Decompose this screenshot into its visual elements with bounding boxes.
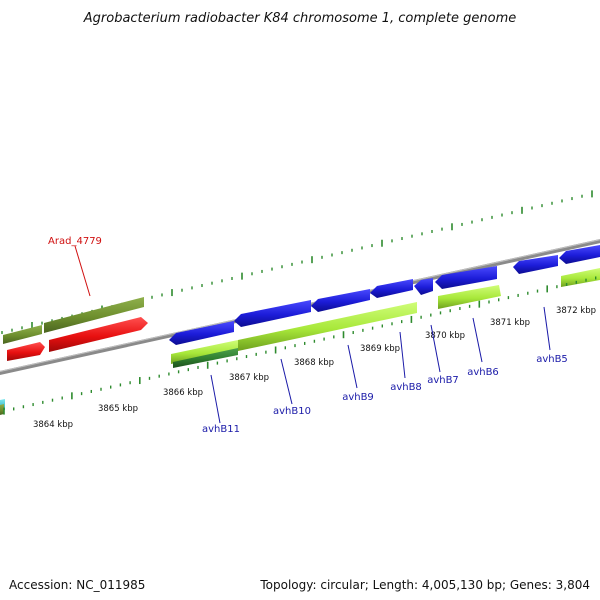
gene-avhB9[interactable] bbox=[311, 289, 370, 312]
gene-dark-green-avhB11[interactable] bbox=[173, 348, 238, 368]
label-leader-line bbox=[472, 317, 483, 363]
gene-olive-left-large[interactable] bbox=[44, 297, 144, 333]
topology-text: Topology: circular; Length: 4,005,130 bp… bbox=[260, 578, 590, 592]
gene-label-avhb8[interactable]: avhB8 bbox=[390, 382, 422, 393]
gene-label-avhb7[interactable]: avhB7 bbox=[427, 375, 459, 386]
tick-label: 3867 kbp bbox=[229, 373, 269, 383]
gene-label-avhb5[interactable]: avhB5 bbox=[536, 354, 568, 365]
tick-label: 3871 kbp bbox=[490, 318, 530, 328]
label-leader-line bbox=[430, 324, 441, 373]
gene-lime-right-edge[interactable] bbox=[561, 268, 600, 287]
label-leader-line bbox=[280, 358, 293, 405]
gene-labels: Arad_4779 avhB11 avhB10 avhB9 avhB8 avhB7 avhB… bbox=[48, 236, 568, 435]
gene-olive-left-small[interactable] bbox=[3, 325, 42, 344]
gene-olive-edge[interactable] bbox=[0, 404, 4, 415]
label-leader-line bbox=[347, 344, 358, 389]
gene-lime-avhB10-to-avhB8[interactable] bbox=[238, 302, 417, 351]
label-leader-line bbox=[210, 374, 221, 424]
tick-label: 3872 kbp bbox=[556, 306, 596, 316]
tick-label: 3870 kbp bbox=[425, 331, 465, 341]
gene-label-avhb6[interactable]: avhB6 bbox=[467, 367, 499, 378]
tick-label: 3866 kbp bbox=[163, 388, 203, 398]
gene-avhB11[interactable] bbox=[169, 321, 234, 345]
tick-label: 3864 kbp bbox=[33, 420, 73, 430]
gene-track bbox=[0, 245, 600, 415]
gene-lime-avhB6[interactable] bbox=[438, 285, 501, 309]
gene-lime-avhB11[interactable] bbox=[171, 340, 238, 364]
gene-red-left-small[interactable] bbox=[7, 342, 45, 361]
map-title: Agrobacterium radiobacter K84 chromosome… bbox=[83, 11, 516, 26]
label-leader-line bbox=[399, 331, 406, 379]
tick-label: 3869 kbp bbox=[360, 344, 400, 354]
gene-avhB6[interactable] bbox=[435, 266, 497, 289]
gene-label-avhb9[interactable]: avhB9 bbox=[342, 392, 374, 403]
gene-label-arad-4779[interactable]: Arad_4779 bbox=[48, 236, 102, 247]
gene-red-arad-4779[interactable] bbox=[49, 317, 148, 352]
gene-label-avhb11[interactable]: avhB11 bbox=[202, 424, 240, 435]
label-leader-line bbox=[543, 306, 551, 351]
inner-tick-track: 3864 kbp 3865 kbp 3866 kbp 3867 kbp 3868 kbp… bbox=[3, 276, 597, 430]
gene-avhB5[interactable] bbox=[513, 255, 558, 274]
accession-text: Accession: NC_011985 bbox=[9, 578, 146, 592]
gene-label-avhb10[interactable]: avhB10 bbox=[273, 406, 311, 417]
label-leader-line bbox=[74, 245, 91, 297]
gene-blue-right-edge[interactable] bbox=[559, 245, 600, 264]
gene-avhB10[interactable] bbox=[234, 300, 311, 327]
tick-label: 3868 kbp bbox=[294, 358, 334, 368]
gene-avhB8[interactable] bbox=[370, 279, 413, 298]
tick-label: 3865 kbp bbox=[98, 404, 138, 414]
gene-avhB7[interactable] bbox=[414, 278, 433, 295]
